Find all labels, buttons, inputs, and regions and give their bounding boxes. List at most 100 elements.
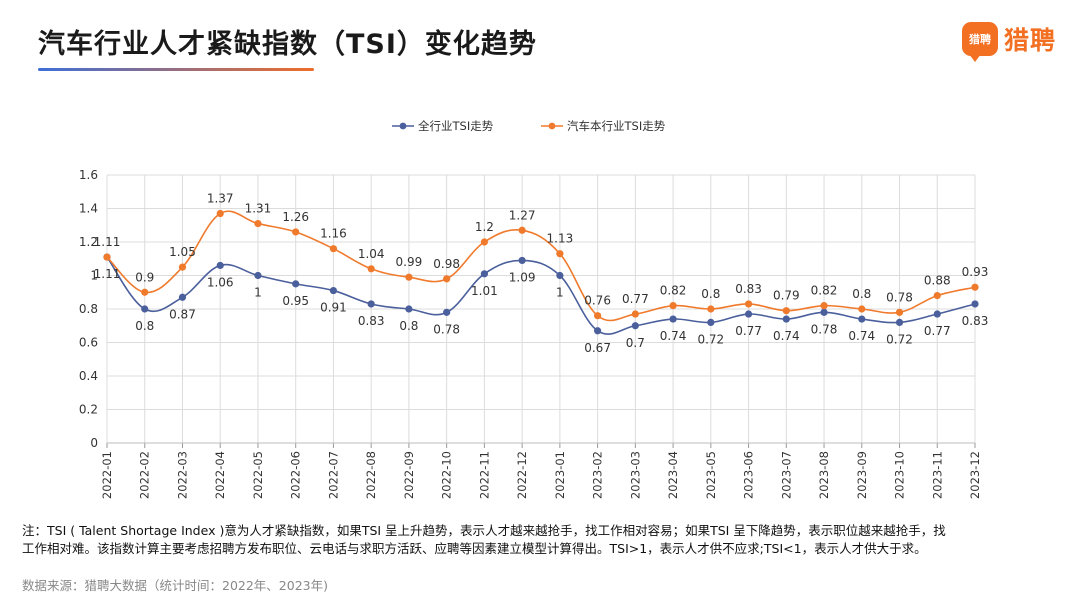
data-label: 1.2 bbox=[475, 220, 494, 234]
data-point bbox=[895, 308, 904, 316]
data-point bbox=[782, 307, 790, 315]
data-label: 0.88 bbox=[924, 274, 951, 288]
x-tick-label: 2022-07 bbox=[326, 451, 340, 499]
data-label: 0.83 bbox=[358, 314, 385, 328]
data-label: 0.72 bbox=[697, 332, 724, 346]
data-point bbox=[820, 302, 828, 310]
x-tick-label: 2023-11 bbox=[930, 451, 944, 499]
data-point bbox=[858, 315, 866, 323]
tsi-line-chart: 0 0.2 0.4 0.6 0.8 1 1.2 1.4 1.6 2022-01 2022-02 202… bbox=[79, 119, 989, 499]
data-label: 0.83 bbox=[962, 314, 989, 328]
x-tick-label: 2023-09 bbox=[855, 451, 869, 499]
x-tick-label: 2022-08 bbox=[364, 451, 378, 499]
data-label: 0.82 bbox=[660, 284, 687, 298]
y-tick-label: 0.2 bbox=[79, 403, 98, 417]
data-point bbox=[480, 238, 488, 246]
data-label: 0.8 bbox=[135, 319, 154, 333]
data-point bbox=[292, 228, 300, 236]
series-line-all-industry bbox=[106, 256, 976, 335]
data-label: 0.76 bbox=[584, 294, 611, 308]
data-label: 1 bbox=[254, 286, 262, 300]
logo-text: 猎聘 bbox=[1003, 26, 1056, 55]
data-label: 0.77 bbox=[622, 292, 649, 306]
y-tick-label: 0.4 bbox=[79, 369, 98, 383]
data-label: 0.74 bbox=[848, 329, 875, 343]
data-label: 1.09 bbox=[509, 270, 536, 284]
data-label: 1.01 bbox=[471, 284, 498, 298]
x-tick-label: 2022-10 bbox=[440, 451, 454, 499]
data-point bbox=[103, 253, 111, 261]
data-label: 0.74 bbox=[660, 329, 687, 343]
data-label: 0.8 bbox=[701, 287, 720, 301]
data-label: 1.11 bbox=[94, 235, 121, 249]
legend-swatch-marker bbox=[548, 122, 556, 130]
data-point bbox=[216, 209, 224, 218]
data-label: 1.31 bbox=[245, 202, 272, 216]
data-label: 0.99 bbox=[396, 255, 423, 269]
x-tick-label: 2022-02 bbox=[138, 451, 152, 499]
x-tick-label: 2022-04 bbox=[213, 451, 227, 499]
data-label: 0.87 bbox=[169, 307, 196, 321]
footnote-line-2: 工作相对难。该指数计算主要考虑招聘方发布职位、云电话与求职方活跃、应聘等因素建立… bbox=[22, 541, 927, 556]
data-point bbox=[480, 270, 488, 278]
data-point bbox=[518, 226, 526, 234]
data-point bbox=[292, 280, 300, 288]
data-point bbox=[744, 300, 753, 308]
x-tick-label: 2023-02 bbox=[591, 451, 605, 499]
data-point bbox=[329, 245, 338, 253]
y-tick-label: 0.6 bbox=[79, 336, 98, 350]
data-label: 0.67 bbox=[584, 341, 611, 355]
data-point bbox=[707, 318, 715, 326]
data-point bbox=[820, 308, 828, 316]
page-title: 汽车行业人才紧缺指数（TSI）变化趋势 bbox=[38, 29, 537, 60]
data-point bbox=[254, 219, 262, 228]
data-label: 0.78 bbox=[886, 290, 913, 304]
data-point bbox=[971, 283, 979, 291]
y-tick-label: 1.6 bbox=[79, 168, 98, 182]
x-tick-label: 2023-12 bbox=[968, 451, 982, 499]
data-point bbox=[141, 305, 149, 313]
x-tick-label: 2023-10 bbox=[893, 451, 907, 499]
data-label: 0.74 bbox=[773, 329, 800, 343]
data-point bbox=[669, 302, 677, 310]
data-label: 1.04 bbox=[358, 247, 385, 261]
title-underline bbox=[38, 68, 314, 71]
data-label: 0.8 bbox=[399, 319, 418, 333]
data-point bbox=[405, 305, 413, 313]
data-label: 0.78 bbox=[811, 322, 838, 336]
x-tick-label: 2023-08 bbox=[817, 451, 831, 499]
data-label: 1.05 bbox=[169, 245, 196, 259]
data-label: 0.91 bbox=[320, 301, 347, 315]
data-point bbox=[707, 305, 715, 313]
data-label: 0.95 bbox=[282, 294, 309, 308]
data-label: 0.83 bbox=[735, 282, 762, 296]
data-point bbox=[971, 300, 979, 308]
data-point bbox=[594, 312, 602, 320]
x-tick-label: 2023-04 bbox=[666, 451, 680, 499]
x-tick-label: 2022-09 bbox=[402, 451, 416, 499]
data-point bbox=[556, 250, 564, 258]
data-point bbox=[858, 305, 866, 313]
data-point bbox=[933, 292, 941, 300]
logo-badge: 猎聘 bbox=[961, 22, 998, 62]
x-tick-label: 2022-03 bbox=[175, 451, 189, 499]
y-tick-label: 1 bbox=[90, 269, 98, 283]
data-point bbox=[933, 310, 941, 318]
series-line-auto-industry bbox=[106, 210, 976, 322]
legend-label: 汽车本行业TSI走势 bbox=[567, 119, 666, 133]
data-label: 1.13 bbox=[547, 232, 574, 246]
data-label: 1.37 bbox=[207, 192, 234, 206]
liepin-logo: 猎聘 猎聘 bbox=[961, 20, 1056, 62]
data-label: 0.77 bbox=[924, 324, 951, 338]
x-tick-label: 2022-05 bbox=[251, 451, 265, 499]
data-point bbox=[631, 310, 639, 318]
data-point bbox=[782, 315, 790, 323]
x-tick-label: 2023-03 bbox=[628, 451, 642, 499]
data-point bbox=[178, 293, 187, 301]
data-label: 0.78 bbox=[433, 322, 460, 336]
data-label: 1 bbox=[556, 286, 564, 300]
data-point bbox=[594, 327, 602, 335]
x-tick-label: 2022-06 bbox=[289, 451, 303, 499]
data-point bbox=[141, 288, 149, 296]
data-label: 0.72 bbox=[886, 332, 913, 346]
